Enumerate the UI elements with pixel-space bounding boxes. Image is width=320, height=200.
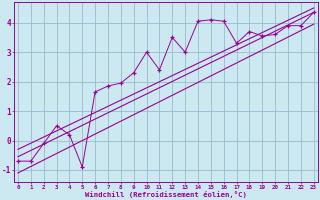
X-axis label: Windchill (Refroidissement éolien,°C): Windchill (Refroidissement éolien,°C) — [85, 191, 247, 198]
